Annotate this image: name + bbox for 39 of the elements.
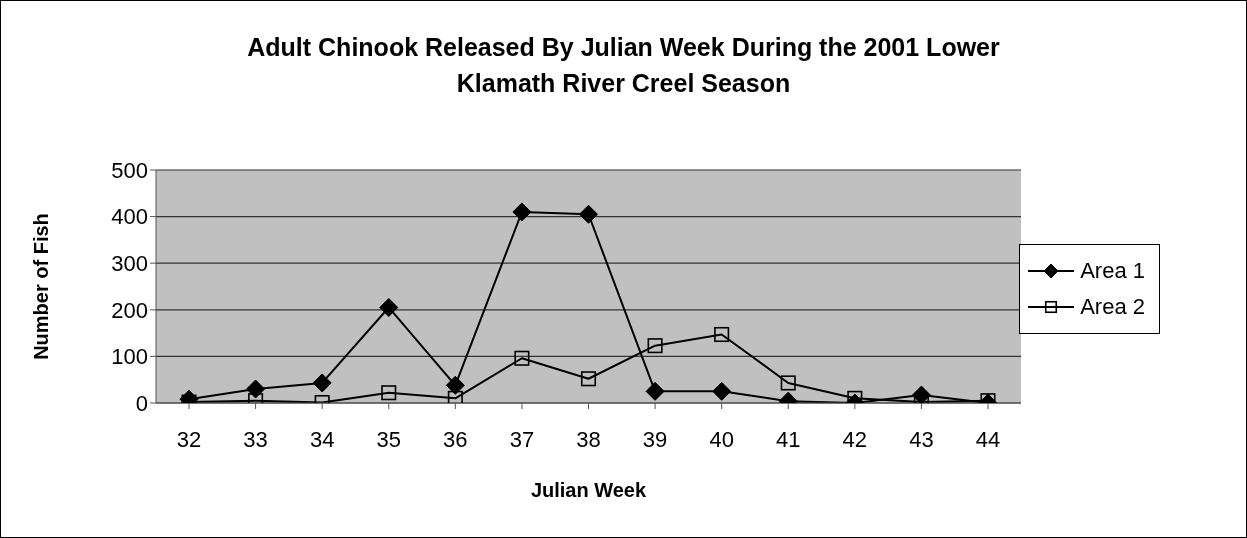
x-tick-label: 43 bbox=[909, 426, 934, 452]
point bbox=[645, 381, 665, 401]
point bbox=[647, 338, 663, 354]
point bbox=[579, 204, 598, 224]
x-axis-title: Julian Week bbox=[530, 479, 647, 501]
x-tick-label: 38 bbox=[576, 426, 601, 452]
x-tick-label: 32 bbox=[176, 426, 202, 452]
point bbox=[312, 373, 332, 393]
x-tick-label: 42 bbox=[842, 426, 868, 452]
point bbox=[445, 375, 465, 395]
point bbox=[780, 375, 796, 391]
x-tick-label: 35 bbox=[376, 426, 401, 452]
y-tick-label: 100 bbox=[111, 344, 148, 370]
x-tick-label: 36 bbox=[443, 426, 468, 452]
point bbox=[514, 350, 530, 366]
x-tick-label: 33 bbox=[243, 426, 268, 452]
point bbox=[712, 381, 732, 401]
legend-label: Area 2 bbox=[1080, 294, 1145, 320]
y-tick-label: 300 bbox=[111, 251, 148, 277]
point bbox=[379, 297, 399, 317]
legend-label: Area 1 bbox=[1080, 258, 1145, 284]
y-tick-label: 200 bbox=[111, 297, 148, 323]
x-tick-label: 44 bbox=[975, 426, 1001, 452]
point bbox=[381, 385, 397, 401]
x-tick-label: 40 bbox=[709, 426, 734, 452]
chart-title: Adult Chinook Released By Julian Week During the 2001 Lower Klamath River Creel Season bbox=[246, 32, 1001, 99]
y-tick-label: 400 bbox=[111, 204, 148, 230]
x-tick-label: 37 bbox=[509, 426, 535, 452]
x-tick-label: 41 bbox=[776, 426, 801, 452]
x-tick-label: 39 bbox=[642, 426, 668, 452]
y-tick-label: 500 bbox=[111, 157, 148, 183]
y-tick-label: 0 bbox=[135, 390, 148, 416]
point bbox=[512, 202, 532, 222]
point bbox=[580, 371, 597, 387]
point bbox=[246, 379, 266, 399]
y-axis-title: Number of Fish bbox=[30, 213, 53, 360]
point bbox=[714, 326, 730, 343]
point bbox=[447, 390, 463, 403]
x-tick-label: 34 bbox=[309, 426, 335, 452]
